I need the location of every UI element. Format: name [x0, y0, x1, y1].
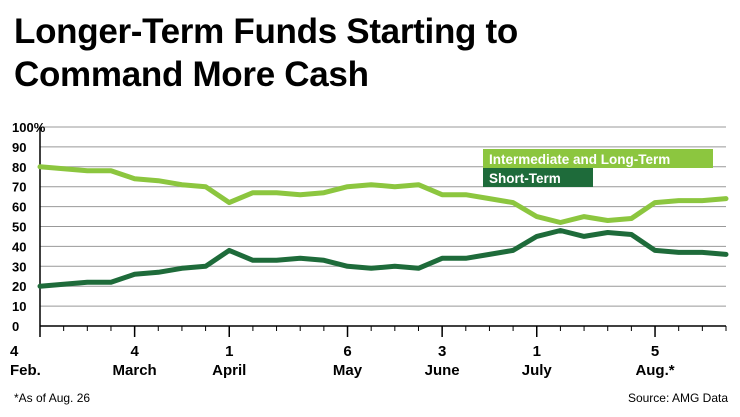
x-tick-day-label: 4: [10, 343, 19, 360]
y-tick-label: 80: [12, 160, 26, 175]
legend-short-term-swatch: [483, 168, 593, 187]
x-axis: 4 Feb. 4 March 1 April 6 May 3 June 1 July 5 Aug.*: [10, 326, 727, 379]
y-tick-label: 40: [12, 239, 26, 254]
x-tick-day-label: 3: [438, 343, 446, 360]
legend: Intermediate and Long-Term Short-Term: [483, 149, 713, 187]
y-axis-tick-labels: 0 10 20 30 40 50 60 70 80 90 100%: [12, 120, 46, 334]
series-line-short-term: [37, 228, 729, 289]
x-tick-month-label: April: [212, 362, 246, 379]
series-line-intermediate-long-term: [37, 164, 729, 225]
x-tick-month-label: Aug.*: [635, 362, 674, 379]
y-tick-label: 10: [12, 299, 26, 314]
y-tick-label: 100%: [12, 120, 46, 135]
x-tick-month-label: July: [522, 362, 553, 379]
y-tick-label: 90: [12, 140, 26, 155]
chart-title-line-1: Longer-Term Funds Starting to: [14, 12, 518, 51]
x-tick-day-label: 5: [651, 343, 659, 360]
x-tick-month-label: June: [425, 362, 460, 379]
y-tick-label: 0: [12, 319, 19, 334]
x-tick-day-label: 4: [130, 343, 139, 360]
y-tick-label: 30: [12, 259, 26, 274]
legend-intermediate-long-term-label: Intermediate and Long-Term: [489, 152, 670, 167]
x-tick-day-label: 1: [533, 343, 541, 360]
legend-short-term-label: Short-Term: [489, 171, 561, 186]
y-tick-label: 60: [12, 200, 26, 215]
series-lines: [37, 164, 729, 289]
x-tick-day-label: 6: [343, 343, 351, 360]
chart-title-line-2: Command More Cash: [14, 55, 369, 94]
y-tick-label: 70: [12, 180, 26, 195]
legend-intermediate-long-term-swatch: [483, 149, 713, 168]
footnote: *As of Aug. 26: [14, 391, 91, 405]
x-tick-month-label: May: [333, 362, 363, 379]
y-tick-label: 20: [12, 279, 26, 294]
chart-title: Longer-Term Funds Starting to Command Mo…: [14, 10, 734, 96]
x-tick-day-label: 1: [225, 343, 233, 360]
y-tick-label: 50: [12, 220, 26, 235]
x-tick-month-label: Feb.: [10, 362, 41, 379]
source-note: Source: AMG Data: [627, 391, 728, 405]
x-tick-month-label: March: [113, 362, 157, 379]
